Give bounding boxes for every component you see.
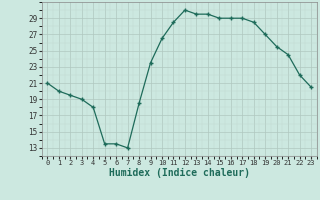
X-axis label: Humidex (Indice chaleur): Humidex (Indice chaleur) <box>109 168 250 178</box>
